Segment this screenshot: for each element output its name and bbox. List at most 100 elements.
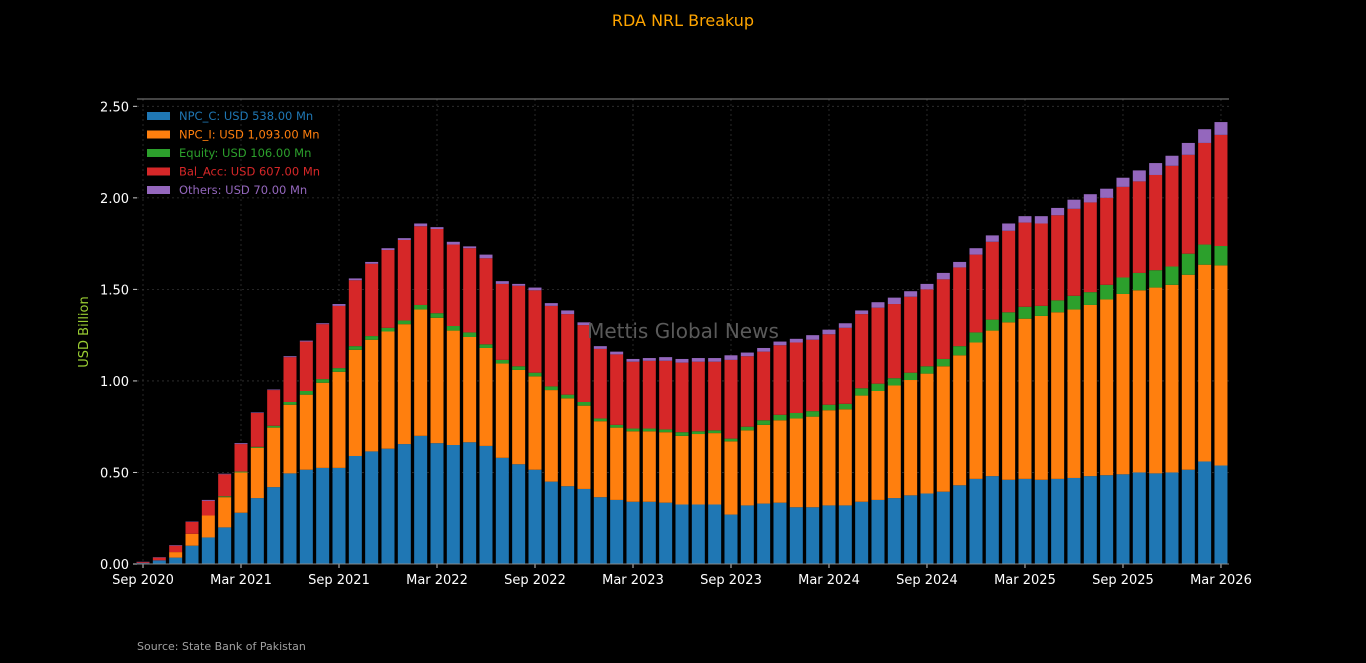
y-axis-label: USD Billion — [77, 296, 92, 367]
bar-segment-npc-i — [1214, 265, 1228, 466]
bar-segment-npc-c — [463, 442, 477, 564]
bar-segment-others — [1083, 194, 1097, 203]
y-tick-label: 1.00 — [100, 375, 129, 390]
bar-segment-npc-i — [708, 433, 722, 505]
bar-segment-npc-c — [414, 435, 428, 564]
bar-segment-bal-acc — [610, 354, 624, 425]
legend-label: Bal_Acc: USD 607.00 Mn — [179, 165, 320, 179]
bar-segment-others — [1002, 223, 1016, 231]
bar-segment-others — [675, 358, 689, 363]
bar-segment-others — [659, 357, 673, 361]
bar-segment-others — [201, 499, 215, 501]
bar-segment-equity — [691, 431, 705, 435]
bar-segment-bal-acc — [675, 362, 689, 433]
bar-segment-bal-acc — [136, 562, 150, 564]
bar-segment-npc-i — [250, 447, 264, 499]
x-tick-label: Mar 2025 — [994, 573, 1056, 588]
bar-segment-npc-i — [936, 366, 950, 492]
legend-swatch — [147, 112, 170, 120]
bar-segment-equity — [1018, 306, 1032, 319]
bar-segment-bal-acc — [936, 279, 950, 359]
bar-segment-npc-c — [822, 505, 836, 564]
y-tick-label: 0.50 — [100, 466, 129, 481]
bar-segment-bal-acc — [348, 280, 362, 347]
bar-segment-npc-i — [332, 371, 346, 468]
bar-segment-bal-acc — [789, 342, 803, 413]
x-tick-label: Sep 2023 — [700, 573, 762, 588]
bar-segment-bal-acc — [1083, 202, 1097, 293]
bar-segment-others — [528, 287, 542, 291]
bar-segment-equity — [1214, 246, 1228, 266]
bar-segment-npc-i — [724, 441, 738, 515]
bar-segment-npc-c — [757, 503, 771, 564]
bar-segment-others — [1149, 163, 1163, 175]
bar-segment-others — [218, 473, 232, 475]
bar-segment-npc-c — [250, 498, 264, 564]
bar-segment-npc-i — [855, 395, 869, 502]
bar-segment-others — [561, 310, 575, 315]
bar-segment-npc-c — [985, 476, 999, 564]
bar-segment-npc-i — [381, 331, 395, 449]
x-tick-label: Sep 2025 — [1092, 573, 1154, 588]
bar-segment-equity — [1100, 284, 1114, 300]
bar-segment-bal-acc — [708, 361, 722, 431]
bar-segment-npc-i — [1067, 309, 1081, 478]
bar-segment-npc-i — [985, 330, 999, 477]
y-tick-label: 2.50 — [100, 100, 129, 115]
bar-segment-npc-i — [479, 347, 493, 446]
bar-segment-equity — [1198, 244, 1212, 265]
bar-segment-npc-c — [871, 499, 885, 564]
bar-segment-bal-acc — [152, 557, 166, 561]
bar-segment-npc-i — [561, 398, 575, 487]
legend-label: Equity: USD 106.00 Mn — [179, 146, 311, 160]
y-tick-label: 1.50 — [100, 283, 129, 298]
bar-segment-equity — [397, 320, 411, 325]
x-tick-label: Mar 2022 — [406, 573, 468, 588]
bar-segment-npc-i — [185, 533, 199, 546]
bar-segment-npc-c — [201, 537, 215, 564]
bar-segment-bal-acc — [920, 289, 934, 367]
bar-segment-bal-acc — [512, 285, 526, 367]
bar-segment-bal-acc — [1214, 134, 1228, 247]
bar-segment-others — [642, 358, 656, 361]
bar-segment-equity — [789, 412, 803, 419]
bar-segment-npc-i — [169, 552, 183, 558]
bar-segment-npc-c — [332, 467, 346, 564]
bar-segment-equity — [446, 326, 460, 331]
bar-segment-others — [626, 358, 640, 362]
bar-segment-bal-acc — [381, 250, 395, 328]
bar-segment-npc-i — [544, 390, 558, 482]
bar-segment-npc-i — [904, 380, 918, 496]
bar-segment-bal-acc — [773, 345, 787, 415]
bar-segment-npc-c — [659, 502, 673, 564]
bar-segment-equity — [822, 404, 836, 411]
bar-segment-npc-c — [1100, 475, 1114, 564]
bar-segment-npc-i — [414, 309, 428, 436]
bar-segment-others — [1181, 142, 1195, 155]
bar-segment-bal-acc — [659, 360, 673, 430]
bar-segment-npc-c — [1198, 461, 1212, 564]
bar-segment-bal-acc — [855, 314, 869, 389]
bar-segment-equity — [806, 411, 820, 417]
legend-label: NPC_I: USD 1,093.00 Mn — [179, 128, 320, 142]
y-tick-label: 2.00 — [100, 192, 129, 207]
bar-segment-equity — [1067, 295, 1081, 310]
bar-segment-npc-c — [920, 493, 934, 564]
bar-segment-bal-acc — [495, 283, 509, 360]
legend-swatch — [147, 167, 170, 176]
bar-segment-equity — [838, 403, 852, 410]
bar-segment-npc-c — [430, 443, 444, 564]
bar-segment-bal-acc — [1002, 230, 1016, 313]
bar-segment-npc-c — [838, 505, 852, 564]
bar-segment-bal-acc — [1100, 197, 1114, 285]
bar-segment-others — [724, 355, 738, 360]
bar-segment-equity — [479, 344, 493, 348]
bar-segment-npc-c — [169, 557, 183, 564]
bar-segment-equity — [904, 372, 918, 381]
bar-segment-npc-c — [740, 505, 754, 564]
bar-segment-others — [773, 341, 787, 346]
bar-segment-equity — [528, 372, 542, 377]
bar-segment-npc-i — [365, 339, 379, 452]
bar-segment-npc-i — [610, 427, 624, 500]
